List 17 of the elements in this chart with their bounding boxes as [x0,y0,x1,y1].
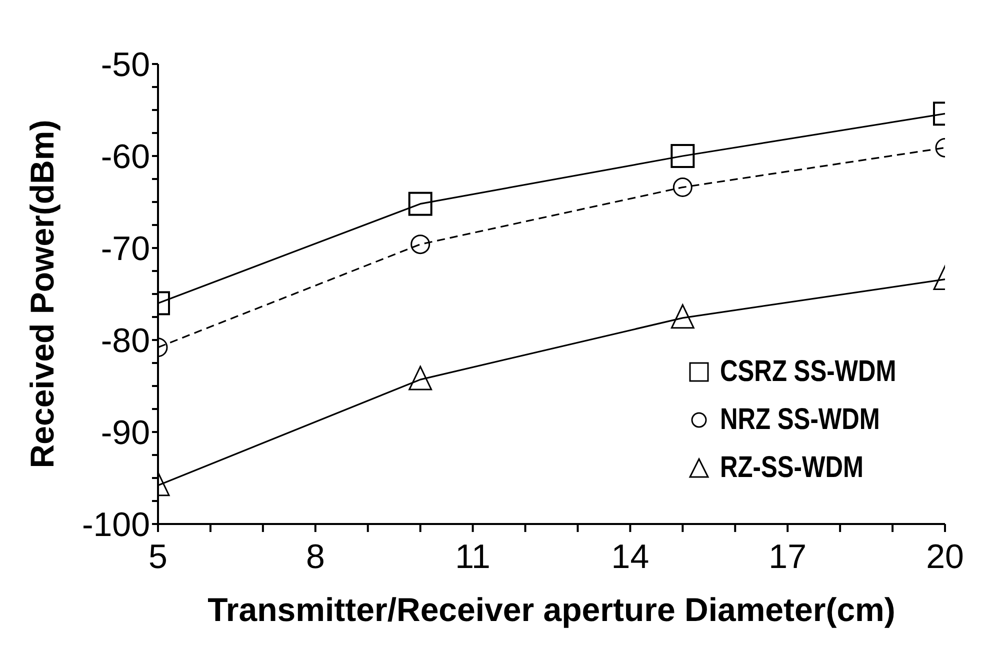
x-tick-label: 8 [306,538,325,576]
x-axis-title: Transmitter/Receiver aperture Diameter(cm) [208,591,896,628]
x-tick-label: 11 [455,538,490,576]
y-tick-label: -80 [100,322,150,360]
y-tick-label: -60 [100,138,150,176]
x-tick-label: 20 [926,538,964,576]
x-tick-label: 17 [768,538,807,576]
x-tick-label: 14 [611,538,650,576]
y-tick-label: -100 [82,506,150,544]
x-tick-label: 5 [148,538,168,576]
legend-label: NRZ SS-WDM [720,403,880,437]
y-tick-label: -90 [100,414,150,452]
legend-label: RZ-SS-WDM [720,451,864,485]
y-tick-label: -70 [100,230,150,268]
legend-label: CSRZ SS-WDM [720,355,896,389]
y-tick-label: -50 [100,46,150,84]
y-axis-title: Received Power(dBm) [24,120,61,468]
